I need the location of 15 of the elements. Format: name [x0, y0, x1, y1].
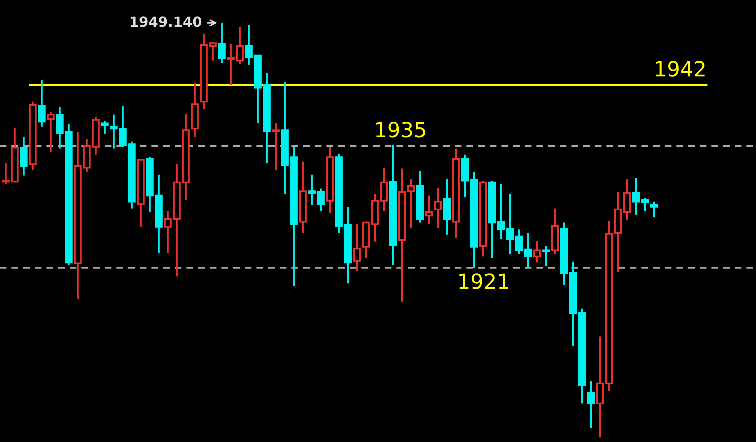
annotation: 1949.140: [130, 16, 202, 28]
candlestick: [443, 178, 451, 236]
candlestick: [353, 224, 361, 272]
candlestick: [299, 161, 307, 234]
ref-line-label: 1935: [376, 122, 426, 138]
ref-line-label: 1942: [656, 61, 705, 77]
ref-line-label: 1921: [460, 274, 508, 290]
candlestick: [47, 111, 55, 154]
candlestick: [434, 187, 442, 229]
candlestick: [20, 136, 28, 177]
candlestick: [38, 79, 46, 128]
candlestick: [326, 146, 334, 214]
candlestick: [587, 380, 596, 429]
candlestick: [389, 144, 397, 266]
candlestick: [452, 148, 460, 240]
